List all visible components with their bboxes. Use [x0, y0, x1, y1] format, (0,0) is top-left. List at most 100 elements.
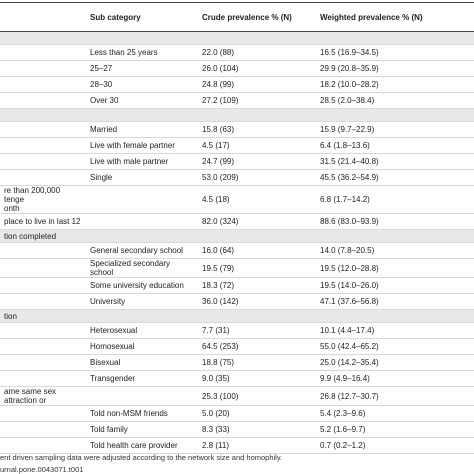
- table-row: Over 30 27.2 (109) 28.5 (2.0–38.4): [0, 92, 474, 109]
- table-row: Married 15.8 (63) 15.9 (9.7–22.9): [0, 121, 474, 138]
- table-cell: Homosexual: [86, 338, 198, 355]
- table-cell: 24.8 (99): [198, 76, 316, 93]
- table-cell: 7.7 (31): [198, 322, 316, 339]
- table-cell: ame same sex attraction or: [0, 386, 86, 406]
- header-cell: Weighted prevalence % (N): [316, 2, 474, 32]
- table-cell: [0, 277, 86, 294]
- table-cell: [0, 421, 86, 438]
- table-cell: [86, 386, 198, 406]
- table-cell: 18.8 (75): [198, 354, 316, 371]
- table-row: tion completed: [0, 229, 474, 243]
- table-cell: Live with female partner: [86, 137, 198, 154]
- table-row: Told health care provider 2.8 (11) 0.7 (0.…: [0, 437, 474, 454]
- table-cell: 36.0 (142): [198, 293, 316, 310]
- table-cell: 26.0 (104): [198, 60, 316, 77]
- table-cell: 5.2 (1.6–9.7): [316, 421, 474, 438]
- table-row: General secondary school 16.0 (64) 14.0 (7…: [0, 242, 474, 259]
- table-cell: [0, 121, 86, 138]
- table-cell: [0, 44, 86, 61]
- table-cell: Told health care provider: [86, 437, 198, 454]
- table-cell: Married: [86, 121, 198, 138]
- footnotes: ent driven sampling data were adjusted a…: [0, 452, 282, 474]
- table-cell: 5.4 (2.3–9.6): [316, 405, 474, 422]
- table-cell: 26.8 (12.7–30.7): [316, 386, 474, 406]
- table-cell: 22.0 (88): [198, 44, 316, 61]
- table-cell: [0, 242, 86, 259]
- table-row: Less than 25 years 22.0 (88) 16.5 (16.9–34…: [0, 44, 474, 61]
- table-cell: Over 30: [86, 92, 198, 109]
- table-row: Bisexual 18.8 (75) 25.0 (14.2–35.4): [0, 354, 474, 371]
- table-cell: [0, 322, 86, 339]
- table-row: Transgender 9.0 (35) 9.9 (4.9–16.4): [0, 370, 474, 387]
- table-cell: 10.1 (4.4–17.4): [316, 322, 474, 339]
- table-cell: [0, 354, 86, 371]
- table-cell: [0, 370, 86, 387]
- table-row: Heterosexual 7.7 (31) 10.1 (4.4–17.4): [0, 322, 474, 339]
- table-row: re than 200,000 tenge onth 4.5 (18) 6.8 (1…: [0, 185, 474, 214]
- table-cell: Some university education: [86, 277, 198, 294]
- table-cell: [0, 405, 86, 422]
- section-cell: [0, 108, 474, 122]
- table-cell: University: [86, 293, 198, 310]
- footnote: ent driven sampling data were adjusted a…: [0, 453, 283, 462]
- table-cell: [86, 185, 198, 214]
- table-cell: [0, 437, 86, 454]
- table-cell: Bisexual: [86, 354, 198, 371]
- table-cell: Told family: [86, 421, 198, 438]
- table-row: Live with female partner 4.5 (17) 6.4 (1.8…: [0, 137, 474, 154]
- table-cell: 25–27: [86, 60, 198, 77]
- table-cell: 4.5 (17): [198, 137, 316, 154]
- table-cell: 6.4 (1.8–13.6): [316, 137, 474, 154]
- table-cell: General secondary school: [86, 242, 198, 259]
- section-cell: tion: [0, 309, 474, 323]
- table-cell: 15.9 (9.7–22.9): [316, 121, 474, 138]
- table-cell: 45.5 (36.2–54.9): [316, 169, 474, 186]
- table-row: Homosexual 64.5 (253) 55.0 (42.4–65.2): [0, 338, 474, 355]
- table-row: Live with male partner 24.7 (99) 31.5 (21.…: [0, 153, 474, 170]
- table-cell: 25.3 (100): [198, 386, 316, 406]
- table-row: Some university education 18.3 (72) 19.5 (…: [0, 277, 474, 294]
- table-cell: 82.0 (324): [198, 213, 316, 230]
- table-cell: Less than 25 years: [86, 44, 198, 61]
- table-cell: 53.0 (209): [198, 169, 316, 186]
- table-cell: Single: [86, 169, 198, 186]
- table-cell: [0, 137, 86, 154]
- table-cell: [0, 338, 86, 355]
- header-cell: [0, 2, 86, 32]
- table-row: 28–30 24.8 (99) 18.2 (10.0–28.2): [0, 76, 474, 93]
- table-cell: 9.9 (4.9–16.4): [316, 370, 474, 387]
- table-cell: 27.2 (109): [198, 92, 316, 109]
- table-cell: [0, 60, 86, 77]
- table-cell: [0, 169, 86, 186]
- table-cell: 29.9 (20.8–35.9): [316, 60, 474, 77]
- table-cell: 8.3 (33): [198, 421, 316, 438]
- table-row: Told non-MSM friends 5.0 (20) 5.4 (2.3–9.6…: [0, 405, 474, 422]
- table-cell: Heterosexual: [86, 322, 198, 339]
- table-cell: 15.8 (63): [198, 121, 316, 138]
- table-cell: [0, 293, 86, 310]
- table-cell: 2.8 (11): [198, 437, 316, 454]
- section-cell: tion completed: [0, 229, 474, 243]
- table-cell: [0, 153, 86, 170]
- table-cell: 24.7 (99): [198, 153, 316, 170]
- header-cell: Crude prevalence % (N): [198, 2, 316, 32]
- footnote: urnal.pone.0043071.t001: [0, 465, 84, 474]
- table-cell: 28.5 (2.0–38.4): [316, 92, 474, 109]
- table-row: [0, 31, 474, 45]
- table-cell: 16.0 (64): [198, 242, 316, 259]
- table-cell: Told non-MSM friends: [86, 405, 198, 422]
- table-cell: Transgender: [86, 370, 198, 387]
- table-cell: 31.5 (21.4–40.8): [316, 153, 474, 170]
- data-table: Sub category Crude prevalence % (N) Weight…: [0, 2, 474, 454]
- table-cell: 14.0 (7.8–20.5): [316, 242, 474, 259]
- table-cell: 88.6 (83.0–93.9): [316, 213, 474, 230]
- table-cell: 6.8 (1.7–14.2): [316, 185, 474, 214]
- header-cell: Sub category: [86, 2, 198, 32]
- table-cell: [0, 92, 86, 109]
- table-cell: Live with male partner: [86, 153, 198, 170]
- table-cell: 55.0 (42.4–65.2): [316, 338, 474, 355]
- table-row: Specialized secondary school 19.5 (79) 19.…: [0, 258, 474, 278]
- table-row: 25–27 26.0 (104) 29.9 (20.8–35.9): [0, 60, 474, 77]
- table-row: ame same sex attraction or 25.3 (100) 26.8…: [0, 386, 474, 406]
